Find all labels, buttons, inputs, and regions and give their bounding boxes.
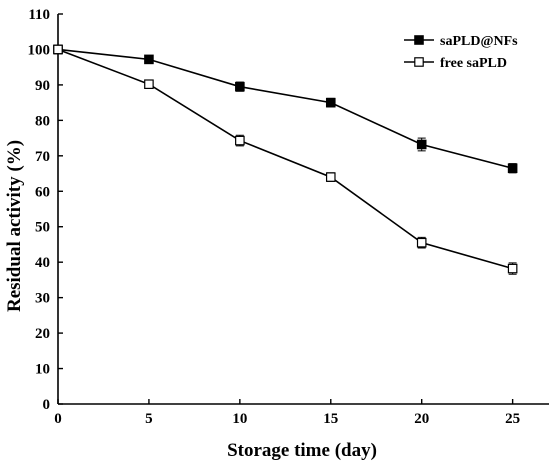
y-tick-label: 50	[35, 220, 50, 236]
series-line	[57, 48, 513, 270]
x-tick-label: 5	[145, 411, 153, 427]
data-point	[507, 163, 518, 174]
x-axis-title: Storage time (day)	[227, 440, 377, 461]
y-tick-label: 110	[28, 7, 50, 23]
ticks: 0 10 20 30 40 50 60 70 80 90 100 110 0 5 10 15 20 25	[28, 7, 521, 427]
data-point	[416, 139, 427, 150]
x-tick-label: 20	[414, 411, 429, 427]
data-point	[235, 135, 245, 146]
y-tick-label: 30	[35, 291, 50, 307]
legend-marker	[414, 35, 424, 45]
series-2	[53, 44, 518, 275]
legend-marker	[414, 57, 424, 67]
data-point	[416, 237, 427, 248]
data-point	[507, 263, 518, 274]
data-point	[325, 97, 336, 108]
y-tick-label: 70	[35, 149, 50, 165]
y-tick-label: 40	[35, 255, 50, 271]
y-axis-title: Residual activity (%)	[4, 140, 25, 312]
data-point	[144, 79, 154, 89]
x-tick-label: 10	[232, 411, 247, 427]
x-tick-label: 0	[54, 411, 62, 427]
y-tick-label: 0	[43, 397, 51, 413]
data-point	[235, 81, 245, 92]
data-point	[53, 44, 63, 55]
data-point	[325, 172, 336, 182]
y-tick-label: 20	[35, 326, 50, 342]
y-tick-label: 10	[35, 362, 50, 378]
series-line	[57, 48, 513, 170]
y-tick-label: 60	[35, 184, 50, 200]
axes	[57, 14, 549, 405]
legend: saPLD@NFs free saPLD	[404, 34, 518, 71]
legend-entry-2: free saPLD	[404, 56, 507, 71]
data-point	[144, 54, 154, 65]
x-tick-label: 15	[323, 411, 338, 427]
y-tick-label: 100	[28, 42, 51, 58]
legend-label: saPLD@NFs	[440, 34, 518, 49]
legend-label: free saPLD	[440, 56, 507, 71]
x-tick-label: 25	[505, 411, 520, 427]
y-tick-label: 90	[35, 78, 50, 94]
series-layer	[53, 44, 518, 275]
y-tick-label: 80	[35, 113, 50, 129]
legend-entry-1: saPLD@NFs	[404, 34, 518, 49]
